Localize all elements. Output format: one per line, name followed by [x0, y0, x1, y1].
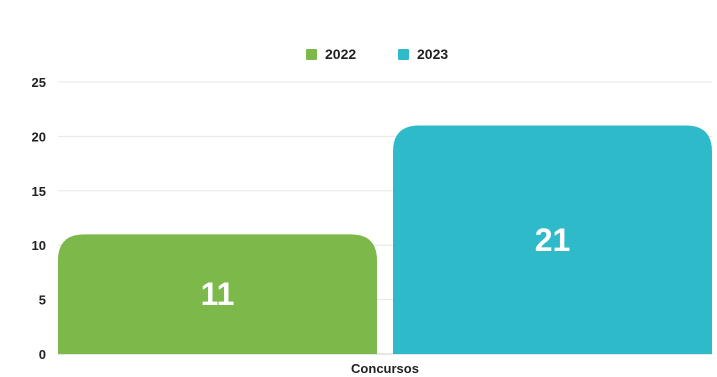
y-tick-label-0: 0	[39, 347, 46, 362]
y-tick-label-25: 25	[32, 75, 46, 90]
y-tick-label-20: 20	[32, 129, 46, 144]
x-axis: Concursos	[351, 361, 419, 376]
bar-value-label-2023: 21	[535, 222, 571, 258]
bar-2023	[393, 125, 712, 355]
legend-swatch-2022	[306, 49, 317, 60]
legend-swatch-2023	[398, 49, 409, 60]
y-tick-label-5: 5	[39, 293, 46, 308]
bars: 11 21	[58, 125, 712, 355]
legend: 2022 2023	[306, 46, 448, 62]
bar-2022	[58, 234, 377, 354]
y-tick-label-15: 15	[32, 184, 46, 199]
legend-label-2023: 2023	[417, 46, 448, 62]
bar-value-label-2022: 11	[201, 276, 235, 312]
y-axis: 0 5 10 15 20 25	[32, 75, 46, 362]
y-tick-label-10: 10	[32, 238, 46, 253]
x-category-label: Concursos	[351, 361, 419, 376]
legend-label-2022: 2022	[325, 46, 356, 62]
